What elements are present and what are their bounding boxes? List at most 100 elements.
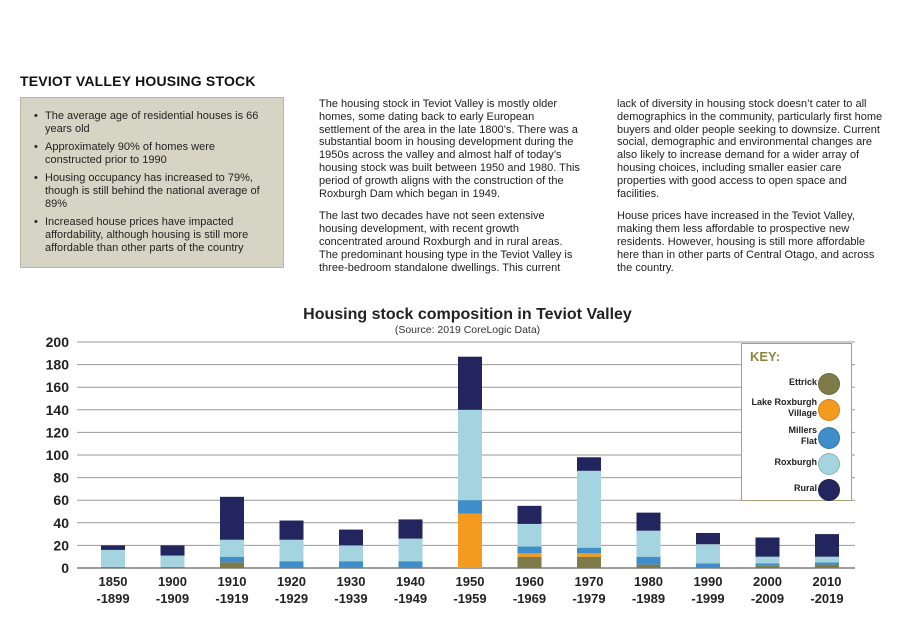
legend-item-roxburgh: Roxburgh xyxy=(742,448,851,476)
x-tick-label: -1969 xyxy=(513,591,546,606)
x-tick-label: -1989 xyxy=(632,591,665,606)
bar-segment-millers-flat xyxy=(577,547,601,554)
chart-y-axis: 0 20 40 60 80 100 120 140 160 180 200 xyxy=(46,334,70,576)
x-tick-label: 1980 xyxy=(634,574,663,589)
bar-segment-ettrick xyxy=(636,564,661,568)
key-facts-list: The average age of residential houses is… xyxy=(27,110,273,255)
legend-swatch-icon xyxy=(818,427,840,449)
x-tick-label: 1850 xyxy=(99,574,128,589)
bar-segment-roxburgh xyxy=(696,544,720,564)
x-tick-label: 1910 xyxy=(218,574,247,589)
x-tick-label: -2019 xyxy=(810,591,843,606)
bar-segment-rural xyxy=(101,545,125,550)
x-tick-label: 1900 xyxy=(158,574,187,589)
y-tick-label: 200 xyxy=(46,334,70,350)
legend-swatch-icon xyxy=(818,479,840,501)
y-tick-label: 40 xyxy=(53,515,69,531)
x-tick-label: 1970 xyxy=(575,574,604,589)
bar-segment-lake-roxburgh-village xyxy=(458,513,482,568)
bar-segment-millers-flat xyxy=(339,561,363,568)
body-paragraph: lack of diversity in housing stock doesn… xyxy=(617,98,883,200)
bar-segment-roxburgh xyxy=(279,539,304,562)
bar-segment-roxburgh xyxy=(220,539,244,557)
legend-label: Millers Flat xyxy=(788,425,817,446)
bar-segment-ettrick xyxy=(755,565,780,568)
bar-segment-millers-flat xyxy=(279,561,304,568)
x-tick-label: 1940 xyxy=(396,574,425,589)
body-text-column-2: lack of diversity in housing stock doesn… xyxy=(617,98,887,284)
legend-swatch-icon xyxy=(818,453,840,475)
section-heading: TEVIOT VALLEY HOUSING STOCK xyxy=(20,73,256,89)
bar-segment-ettrick xyxy=(517,556,542,568)
x-tick-label: -1909 xyxy=(156,591,189,606)
bar-segment-rural xyxy=(696,532,720,545)
bar-segment-rural xyxy=(339,529,363,546)
y-tick-label: 180 xyxy=(46,357,70,373)
y-tick-label: 80 xyxy=(53,470,69,486)
legend-item-millers-flat: Millers Flat xyxy=(742,422,851,450)
bar-segment-millers-flat xyxy=(636,556,661,565)
chart-title: Housing stock composition in Teviot Vall… xyxy=(303,306,632,323)
bar-segment-rural xyxy=(815,534,839,557)
legend-item-rural: Rural xyxy=(742,474,851,502)
chart-subtitle: (Source: 2019 CoreLogic Data) xyxy=(394,324,541,336)
bar-segment-ettrick xyxy=(815,564,839,568)
bar-segment-rural xyxy=(755,537,780,557)
bar-segment-millers-flat xyxy=(458,500,482,514)
y-tick-label: 60 xyxy=(53,492,69,508)
bar-segment-millers-flat xyxy=(755,563,780,566)
bar-segment-millers-flat xyxy=(815,562,839,565)
key-fact-item: Housing occupancy has increased to 79%, … xyxy=(34,172,273,211)
x-tick-label: 1990 xyxy=(694,574,723,589)
body-paragraph: House prices have increased in the Tevio… xyxy=(617,210,875,274)
bar-segment-millers-flat xyxy=(101,566,125,568)
bar-segment-rural xyxy=(398,519,423,539)
bar-segment-rural xyxy=(517,505,542,524)
bar-segment-roxburgh xyxy=(517,523,542,547)
x-tick-label: 1960 xyxy=(515,574,544,589)
legend-label: Ettrick xyxy=(788,377,817,387)
bar-segment-roxburgh xyxy=(101,549,125,567)
x-tick-label: 1920 xyxy=(277,574,306,589)
legend-label: Rural xyxy=(793,483,817,493)
x-tick-label: -1929 xyxy=(275,591,308,606)
bar-segment-roxburgh xyxy=(339,545,363,562)
y-tick-label: 140 xyxy=(46,402,70,418)
bar-segment-roxburgh xyxy=(636,530,661,557)
x-tick-label: 1950 xyxy=(456,574,485,589)
body-paragraph: The last two decades have not seen exten… xyxy=(319,210,573,274)
legend-swatch-icon xyxy=(818,373,840,395)
bar-segment-roxburgh xyxy=(577,470,601,548)
x-tick-label: -1959 xyxy=(453,591,486,606)
body-text-column-1: The housing stock in Teviot Valley is mo… xyxy=(319,98,581,284)
legend-label: Lake Roxburgh Village xyxy=(751,397,817,418)
legend-title: KEY: xyxy=(750,349,781,364)
bar-segment-rural xyxy=(636,512,661,531)
bar-segment-millers-flat xyxy=(220,556,244,563)
y-tick-label: 20 xyxy=(53,537,69,553)
bar-segment-ettrick xyxy=(577,556,601,568)
bar-segment-roxburgh xyxy=(398,538,423,562)
x-tick-label: -1949 xyxy=(394,591,427,606)
legend-item-lake-roxburgh-village: Lake Roxburgh Village xyxy=(742,394,851,422)
x-tick-label: 2000 xyxy=(753,574,782,589)
x-tick-label: -1939 xyxy=(334,591,367,606)
key-fact-item: The average age of residential houses is… xyxy=(34,110,273,136)
bar-segment-lake-roxburgh-village xyxy=(577,553,601,557)
legend-item-ettrick: Ettrick xyxy=(742,368,851,396)
bar-segment-rural xyxy=(220,496,244,540)
y-tick-label: 0 xyxy=(61,560,69,576)
x-tick-label: -1979 xyxy=(572,591,605,606)
chart-x-axis: 1850 -1899 1900 -1909 1910 -1919 1920 -1929 1930… xyxy=(96,574,843,606)
bar-segment-millers-flat xyxy=(398,561,423,568)
legend-swatch-icon xyxy=(818,399,840,421)
y-tick-label: 100 xyxy=(46,447,70,463)
x-tick-label: -2009 xyxy=(751,591,784,606)
bar-segment-ettrick xyxy=(220,562,244,568)
chart-legend: KEY: Ettrick Lake Roxburgh Village Millers F… xyxy=(741,343,852,501)
bar-segment-millers-flat xyxy=(696,563,720,568)
bar-segment-rural xyxy=(160,545,185,556)
key-fact-item: Approximately 90% of homes were construc… xyxy=(34,141,273,167)
legend-label: Roxburgh xyxy=(774,457,818,467)
